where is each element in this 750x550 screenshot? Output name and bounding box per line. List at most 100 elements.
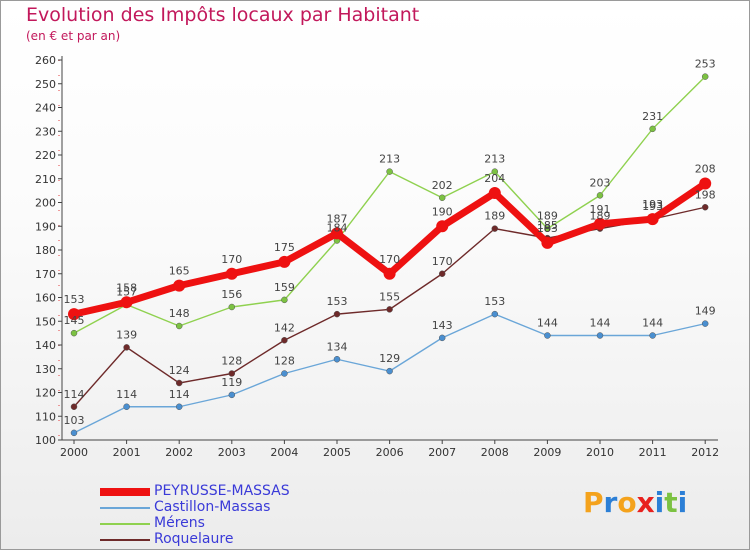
- legend-label: Castillon-Massas: [154, 499, 271, 515]
- data-label-peyrusse-massas: 175: [274, 241, 295, 254]
- data-point-castillon-massas: [386, 367, 393, 375]
- data-label-castillon-massas: 144: [537, 317, 558, 330]
- data-point-peyrusse-massas: [699, 177, 712, 190]
- data-point-castillon-massas: [70, 429, 78, 437]
- y-tick-label: 220: [35, 149, 56, 162]
- data-label-roquelaure: 189: [484, 210, 505, 223]
- y-tick-label: 230: [35, 125, 56, 138]
- data-label-m-rens: 148: [169, 307, 190, 320]
- data-label-castillon-massas: 128: [274, 355, 295, 368]
- x-tick-label: 2006: [376, 446, 404, 459]
- data-point-roquelaure: [491, 225, 499, 232]
- data-label-m-rens: 157: [116, 286, 137, 299]
- x-tick-label: 2012: [691, 446, 719, 459]
- legend-label: PEYRUSSE-MASSAS: [154, 483, 290, 499]
- data-label-peyrusse-massas: 183: [537, 222, 558, 235]
- y-tick-label: 260: [35, 54, 56, 67]
- legend-swatch: [100, 488, 150, 496]
- data-point-peyrusse-massas: [541, 236, 554, 249]
- data-point-m-rens: [386, 168, 393, 175]
- data-label-peyrusse-massas: 165: [169, 265, 190, 278]
- x-tick-label: 2011: [639, 446, 667, 459]
- legend-item-roquelaure: Roquelaure: [100, 531, 360, 548]
- data-label-peyrusse-massas: 204: [484, 172, 505, 185]
- data-point-m-rens: [596, 192, 604, 199]
- legend-swatch: [100, 539, 150, 541]
- chart-legend: PEYRUSSE-MASSAS Castillon-Massas Mérens Roq…: [100, 483, 360, 548]
- y-tick-label: 240: [35, 102, 56, 115]
- data-point-roquelaure: [386, 306, 393, 313]
- data-label-castillon-massas: 144: [642, 317, 663, 330]
- data-label-roquelaure: 170: [432, 255, 453, 268]
- data-point-castillon-massas: [438, 334, 446, 342]
- data-label-peyrusse-massas: 170: [221, 253, 242, 266]
- legend-item-peyrusse-massas: PEYRUSSE-MASSAS: [100, 483, 360, 500]
- y-tick-label: 150: [35, 315, 56, 328]
- data-label-m-rens: 156: [221, 288, 242, 301]
- x-tick-label: 2010: [586, 446, 614, 459]
- data-point-m-rens: [175, 322, 183, 330]
- data-label-castillon-massas: 134: [327, 340, 348, 353]
- data-point-peyrusse-massas: [68, 308, 80, 321]
- data-point-castillon-massas: [649, 332, 656, 339]
- chart-series: [68, 73, 712, 437]
- data-label-castillon-massas: 144: [590, 317, 611, 330]
- data-point-peyrusse-massas: [225, 267, 238, 280]
- x-tick-label: 2003: [218, 446, 246, 459]
- y-tick-label: 120: [35, 387, 56, 400]
- data-point-castillon-massas: [281, 370, 288, 377]
- x-tick-label: 2001: [113, 446, 141, 459]
- data-label-roquelaure: 189: [590, 210, 611, 223]
- legend-label: Roquelaure: [154, 531, 234, 547]
- data-label-m-rens: 159: [274, 281, 295, 294]
- data-point-peyrusse-massas: [383, 267, 396, 280]
- data-point-roquelaure: [123, 344, 130, 351]
- data-label-m-rens: 213: [484, 153, 505, 166]
- data-point-castillon-massas: [228, 391, 236, 399]
- data-label-m-rens: 184: [327, 222, 348, 235]
- data-label-castillon-massas: 129: [379, 352, 400, 365]
- data-label-castillon-massas: 143: [432, 319, 453, 332]
- data-label-peyrusse-massas: 193: [642, 198, 663, 211]
- data-label-castillon-massas: 114: [169, 388, 190, 401]
- data-point-peyrusse-massas: [173, 279, 186, 292]
- data-label-castillon-massas: 149: [695, 305, 716, 318]
- data-label-roquelaure: 153: [327, 295, 348, 308]
- data-point-peyrusse-massas: [120, 296, 133, 309]
- chart-axes: 100 110 120 130 140 150 160 170 180 190 200 210 220 2…: [35, 54, 719, 459]
- y-tick-label: 170: [35, 268, 56, 281]
- x-tick-label: 2004: [270, 446, 298, 459]
- data-label-castillon-massas: 114: [116, 388, 137, 401]
- data-label-roquelaure: 124: [169, 364, 190, 377]
- data-label-roquelaure: 139: [116, 328, 137, 341]
- data-label-m-rens: 231: [642, 110, 663, 123]
- data-point-castillon-massas: [491, 310, 499, 318]
- data-point-roquelaure: [175, 379, 183, 387]
- data-label-roquelaure: 185: [537, 219, 558, 232]
- data-point-castillon-massas: [701, 320, 709, 327]
- data-point-m-rens: [649, 125, 656, 133]
- proxiti-logo: Proxiti: [583, 486, 688, 519]
- data-label-peyrusse-massas: 170: [379, 253, 400, 266]
- data-point-roquelaure: [70, 403, 78, 410]
- y-tick-label: 180: [35, 244, 56, 257]
- data-label-peyrusse-massas: 190: [432, 205, 453, 218]
- x-tick-label: 2005: [323, 446, 351, 459]
- y-tick-label: 250: [35, 78, 56, 91]
- data-point-castillon-massas: [333, 356, 341, 363]
- data-label-roquelaure: 193: [642, 200, 663, 213]
- data-point-castillon-massas: [596, 332, 604, 339]
- chart-data-labels: 145 157 148 156 159 184 213 202 213 189 203 231 253 1…: [64, 58, 716, 427]
- data-label-roquelaure: 198: [695, 188, 716, 201]
- data-label-m-rens: 253: [695, 58, 716, 71]
- data-label-m-rens: 202: [432, 179, 453, 192]
- data-point-m-rens: [544, 225, 551, 232]
- data-point-castillon-massas: [175, 403, 183, 410]
- x-tick-label: 2000: [60, 446, 88, 459]
- x-tick-label: 2002: [165, 446, 193, 459]
- y-tick-label: 110: [35, 410, 56, 423]
- data-point-roquelaure: [281, 337, 288, 344]
- data-point-m-rens: [70, 329, 78, 337]
- y-tick-label: 100: [35, 434, 56, 447]
- x-tick-label: 2008: [481, 446, 509, 459]
